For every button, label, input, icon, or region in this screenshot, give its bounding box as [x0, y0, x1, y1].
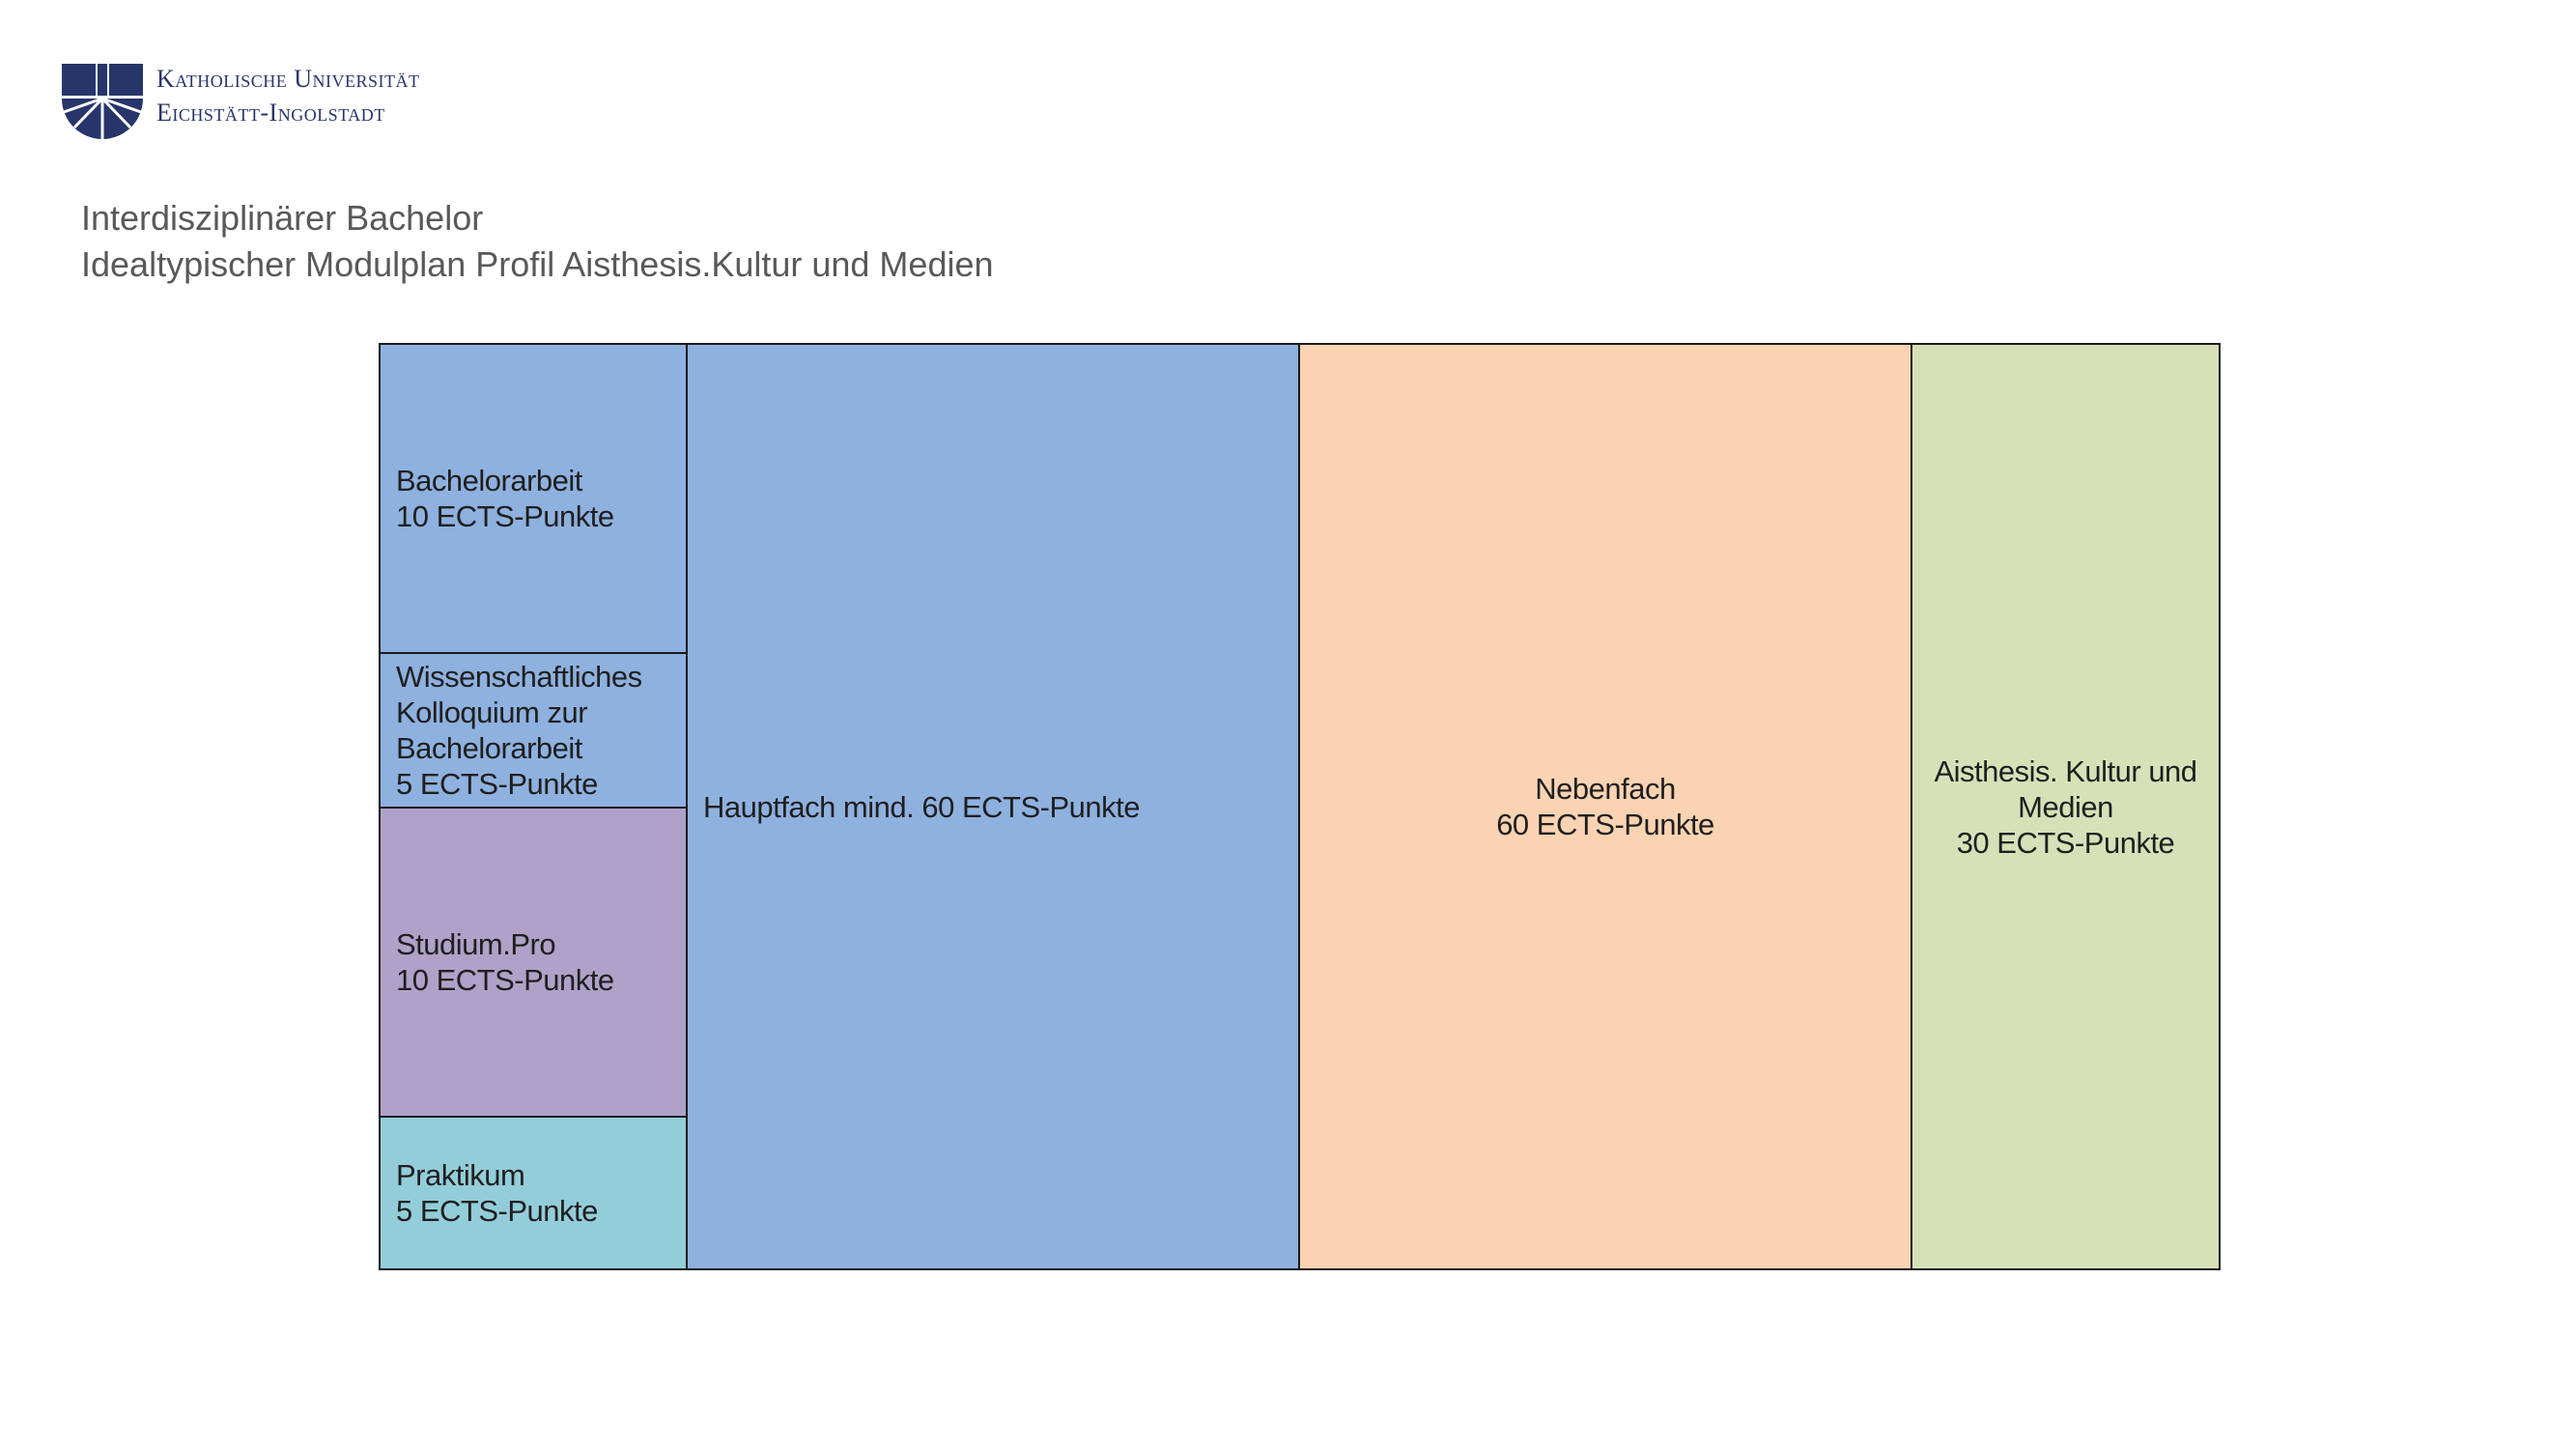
module-profil: Aisthesis. Kultur und Medien 30 ECTS-Pun… [1911, 343, 2221, 1270]
module-name-line1: Wissenschaftliches [396, 660, 642, 694]
module-name-line3: Bachelorarbeit [396, 731, 582, 765]
module-hauptfach: Hauptfach mind. 60 ECTS-Punkte [686, 343, 1300, 1270]
module-nebenfach: Nebenfach 60 ECTS-Punkte [1298, 343, 1912, 1270]
university-logo: Katholische Universität Eichstätt-Ingols… [62, 64, 420, 139]
module-plan-diagram: Bachelorarbeit 10 ECTS-Punkte Wissenscha… [379, 343, 2221, 1270]
module-credits: 10 ECTS-Punkte [396, 499, 614, 533]
module-name: Praktikum [396, 1158, 525, 1192]
module-credits: 5 ECTS-Punkte [396, 1194, 598, 1228]
university-name-line2: Eichstätt-Ingolstadt [156, 99, 385, 127]
page-title: Interdisziplinärer Bachelor [81, 198, 484, 238]
module-name-line2: Kolloquium zur [396, 696, 588, 729]
module-credits: 10 ECTS-Punkte [396, 963, 614, 997]
module-name: Nebenfach [1535, 772, 1676, 806]
module-name: Bachelorarbeit [396, 464, 582, 497]
module-praktikum: Praktikum 5 ECTS-Punkte [379, 1116, 688, 1270]
page-subtitle: Idealtypischer Modulplan Profil Aisthesi… [81, 244, 994, 284]
module-credits: 30 ECTS-Punkte [1956, 825, 2175, 860]
module-credits: 5 ECTS-Punkte [396, 767, 598, 801]
module-name-line2: Medien [2018, 789, 2113, 824]
module-name-line1: Aisthesis. Kultur und [1934, 753, 2197, 788]
module-label: Hauptfach mind. 60 ECTS-Punkte [703, 789, 1140, 824]
module-kolloquium: Wissenschaftliches Kolloquium zur Bachel… [379, 652, 688, 809]
module-credits: 60 ECTS-Punkte [1496, 808, 1714, 841]
page-titles: Interdisziplinärer Bachelor Idealtypisch… [81, 195, 994, 288]
module-name: Studium.Pro [396, 927, 556, 961]
module-bachelorarbeit: Bachelorarbeit 10 ECTS-Punkte [379, 343, 688, 654]
university-wordmark: Katholische Universität Eichstätt-Ingols… [156, 62, 420, 129]
university-emblem-icon [62, 64, 143, 139]
module-studium-pro: Studium.Pro 10 ECTS-Punkte [379, 807, 688, 1118]
university-name-line1: Katholische Universität [156, 65, 420, 93]
